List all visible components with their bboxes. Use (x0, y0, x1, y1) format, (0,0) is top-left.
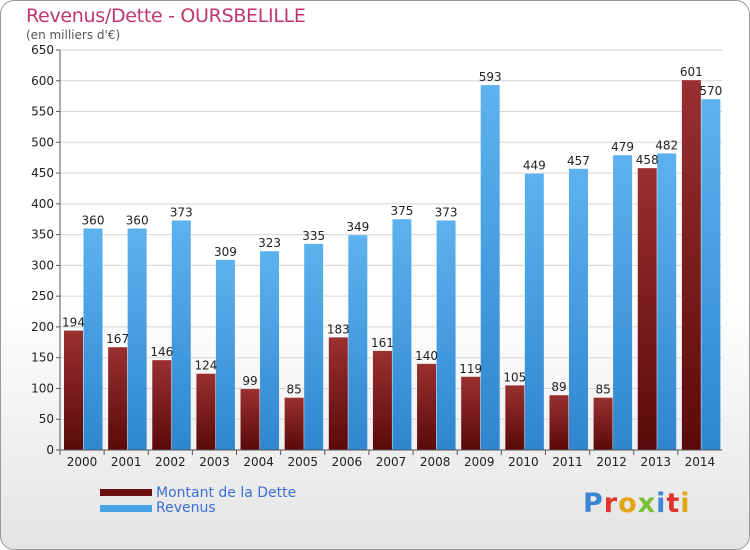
bar-debt-2007 (372, 350, 392, 450)
bar-revenue-2010 (524, 173, 544, 450)
bar-debt-2003 (196, 373, 216, 450)
chart-title: Revenus/Dette - OURSBELILLE (26, 5, 306, 27)
data-label-revenue-2006: 349 (346, 220, 369, 234)
x-tick-label-2006: 2006 (332, 455, 363, 469)
x-tick-label-2000: 2000 (67, 455, 98, 469)
data-label-debt-2001: 167 (106, 332, 129, 346)
bar-revenue-2012 (613, 155, 633, 450)
y-tick-label-250: 250 (31, 289, 54, 303)
bar-revenue-2001 (127, 228, 147, 450)
bar-revenue-2005 (304, 243, 324, 450)
y-tick-label-50: 50 (39, 412, 54, 426)
y-tick-label-600: 600 (31, 74, 54, 88)
data-label-debt-2012: 85 (595, 383, 610, 397)
proxiti-logo: Proxiti (583, 488, 691, 519)
x-tick-label-2010: 2010 (508, 455, 539, 469)
bar-debt-2005 (284, 397, 304, 450)
data-label-revenue-2013: 482 (655, 138, 678, 152)
data-label-debt-2004: 99 (242, 374, 257, 388)
data-label-debt-2014: 601 (680, 65, 703, 79)
y-tick-label-0: 0 (46, 443, 54, 457)
data-label-debt-2008: 140 (415, 349, 438, 363)
data-label-revenue-2003: 309 (214, 245, 237, 259)
bar-revenue-2008 (436, 220, 456, 450)
bar-revenue-2013 (657, 153, 677, 450)
x-tick-label-2011: 2011 (552, 455, 583, 469)
x-tick-label-2012: 2012 (596, 455, 627, 469)
x-tick-label-2001: 2001 (111, 455, 142, 469)
data-label-revenue-2009: 593 (479, 70, 502, 84)
data-label-debt-2009: 119 (459, 362, 482, 376)
data-label-debt-2003: 124 (194, 359, 217, 373)
x-tick-label-2014: 2014 (685, 455, 716, 469)
y-tick-label-350: 350 (31, 228, 54, 242)
legend-swatch-revenue (100, 505, 152, 512)
data-label-debt-2010: 105 (503, 370, 526, 384)
bar-debt-2006 (328, 337, 348, 450)
legend-label-revenue: Revenus (156, 500, 216, 516)
data-label-revenue-2001: 360 (126, 213, 149, 227)
x-tick-label-2005: 2005 (287, 455, 318, 469)
data-label-revenue-2000: 360 (82, 213, 105, 227)
legend-swatch-debt (100, 489, 152, 496)
x-tick-label-2002: 2002 (155, 455, 186, 469)
bar-debt-2010 (505, 385, 525, 450)
bar-debt-2014 (681, 80, 701, 451)
data-label-revenue-2004: 323 (258, 236, 281, 250)
data-label-revenue-2014: 570 (699, 84, 722, 98)
data-label-debt-2005: 85 (287, 383, 302, 397)
x-tick-label-2007: 2007 (376, 455, 407, 469)
y-tick-label-650: 650 (31, 43, 54, 57)
bar-revenue-2002 (171, 220, 191, 450)
bar-debt-2002 (152, 360, 172, 450)
bar-debt-2000 (64, 330, 83, 450)
data-label-debt-2013: 458 (636, 153, 659, 167)
data-label-revenue-2012: 479 (611, 140, 634, 154)
bar-debt-2009 (461, 376, 481, 450)
y-tick-label-150: 150 (31, 351, 54, 365)
chart-subtitle: (en milliers d'€) (26, 28, 121, 42)
x-tick-label-2013: 2013 (641, 455, 672, 469)
y-tick-label-100: 100 (31, 381, 54, 395)
bar-revenue-2011 (568, 168, 588, 450)
bar-debt-2001 (108, 347, 128, 450)
data-label-revenue-2005: 335 (302, 229, 325, 243)
data-label-debt-2000: 194 (62, 316, 85, 330)
data-label-debt-2011: 89 (551, 380, 566, 394)
data-label-revenue-2007: 375 (390, 204, 413, 218)
data-label-debt-2002: 146 (150, 345, 173, 359)
y-tick-label-450: 450 (31, 166, 54, 180)
bar-revenue-2014 (701, 99, 721, 450)
x-tick-label-2008: 2008 (420, 455, 451, 469)
y-tick-label-200: 200 (31, 320, 54, 334)
bar-debt-2004 (240, 389, 260, 450)
y-tick-label-500: 500 (31, 135, 54, 149)
bar-revenue-2003 (215, 259, 235, 450)
y-tick-label-300: 300 (31, 258, 54, 272)
data-label-debt-2006: 183 (327, 322, 350, 336)
bar-revenue-2009 (480, 85, 500, 451)
bar-revenue-2007 (392, 219, 412, 450)
bar-debt-2008 (417, 363, 437, 450)
x-tick-label-2003: 2003 (199, 455, 230, 469)
data-label-revenue-2010: 449 (523, 159, 546, 173)
bar-revenue-2006 (348, 235, 368, 450)
bar-debt-2012 (593, 397, 613, 450)
bar-revenue-2004 (260, 251, 280, 450)
y-tick-label-550: 550 (31, 105, 54, 119)
y-tick-label-400: 400 (31, 197, 54, 211)
data-label-debt-2007: 161 (371, 336, 394, 350)
bar-revenue-2000 (83, 228, 103, 450)
x-tick-label-2009: 2009 (464, 455, 495, 469)
data-label-revenue-2011: 457 (567, 154, 590, 168)
legend-label-debt: Montant de la Dette (156, 485, 297, 501)
x-tick-label-2004: 2004 (243, 455, 274, 469)
data-label-revenue-2002: 373 (170, 205, 193, 219)
bar-debt-2011 (549, 395, 569, 450)
data-label-revenue-2008: 373 (435, 205, 458, 219)
bar-debt-2013 (637, 168, 657, 450)
